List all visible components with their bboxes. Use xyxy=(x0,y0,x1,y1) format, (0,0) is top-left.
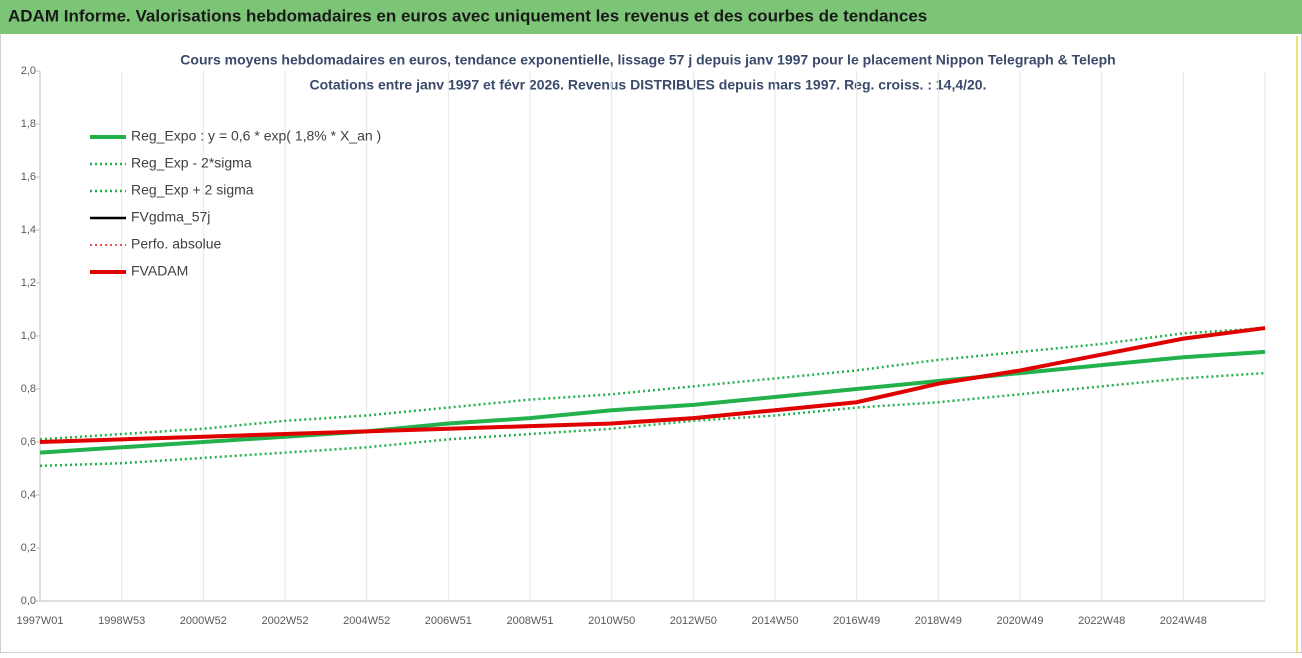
y-tick-label: 0,2 xyxy=(21,542,36,554)
x-tick-label: 2000W52 xyxy=(180,615,227,627)
x-tick-label: 2016W49 xyxy=(833,615,880,627)
y-tick-label: 1,4 xyxy=(21,224,36,236)
series-line xyxy=(39,349,1266,455)
legend-label: FVADAM xyxy=(131,263,188,279)
y-tick-label: 1,0 xyxy=(21,330,36,342)
legend-label: Reg_Exp - 2*sigma xyxy=(131,155,252,171)
y-tick-label: 0,8 xyxy=(21,383,36,395)
x-tick-label: 2020W49 xyxy=(996,615,1043,627)
x-tick-label: 2004W52 xyxy=(343,615,390,627)
x-tick-label: 2008W51 xyxy=(506,615,553,627)
series-line xyxy=(39,326,1266,441)
header-title: ADAM Informe. Valorisations hebdomadaire… xyxy=(8,6,927,25)
y-tick-label: 0,4 xyxy=(21,489,36,501)
header-bar xyxy=(0,0,1302,34)
x-tick-label: 1998W53 xyxy=(98,615,145,627)
x-tick-label: 2014W50 xyxy=(751,615,798,627)
x-tick-label: 2002W52 xyxy=(261,615,308,627)
legend-label: FVgdma_57j xyxy=(131,209,210,225)
legend-label: Reg_Exp + 2 sigma xyxy=(131,182,254,198)
y-tick-label: 1,8 xyxy=(21,118,36,130)
x-tick-label: 1997W01 xyxy=(16,615,63,627)
chart-subtitle: Cotations entre janv 1997 et févr 2026. … xyxy=(310,77,987,93)
y-tick-label: 1,2 xyxy=(21,277,36,289)
y-tick-label: 0,6 xyxy=(21,436,36,448)
x-tick-label: 2022W48 xyxy=(1078,615,1125,627)
series-line xyxy=(39,326,1266,444)
y-tick-label: 2,0 xyxy=(21,65,36,77)
y-tick-label: 0,0 xyxy=(21,595,36,607)
chart-title: Cours moyens hebdomadaires en euros, ten… xyxy=(180,52,1115,68)
x-tick-label: 2010W50 xyxy=(588,615,635,627)
y-tick-label: 1,6 xyxy=(21,171,36,183)
x-tick-label: 2018W49 xyxy=(915,615,962,627)
x-tick-label: 2024W48 xyxy=(1160,615,1207,627)
x-tick-label: 2006W51 xyxy=(425,615,472,627)
legend-label: Reg_Expo : y = 0,6 * exp( 1,8% * X_an ) xyxy=(131,128,381,144)
x-tick-label: 2012W50 xyxy=(670,615,717,627)
legend-label: Perfo. absolue xyxy=(131,236,221,252)
